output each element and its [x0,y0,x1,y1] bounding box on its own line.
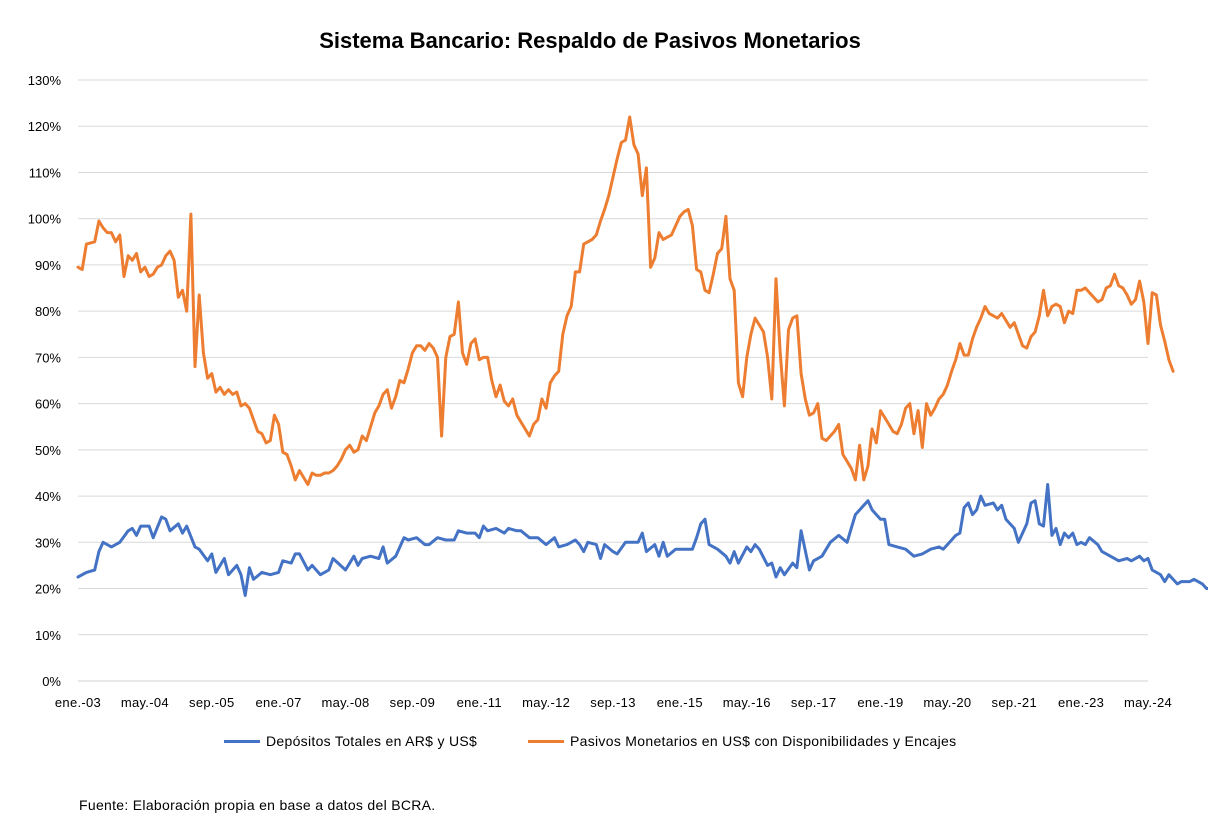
x-tick-label: ene.-15 [657,695,703,710]
legend-swatch-orange [528,739,564,743]
legend-label-depositos: Depósitos Totales en AR$ y US$ [266,733,478,749]
x-tick-label: ene.-23 [1058,695,1104,710]
source-note: Fuente: Elaboración propia en base a dat… [79,797,436,813]
series-line-pasivos [76,115,1175,486]
x-tick-label: may.-12 [522,695,570,710]
y-tick-label: 90% [35,258,61,273]
x-tick-label: sep.-21 [992,695,1037,710]
y-tick-label: 40% [35,489,61,504]
x-tick-label: may.-16 [723,695,771,710]
legend-item-pasivos: Pasivos Monetarios en US$ con Disponibil… [528,731,956,751]
series-line-depositos [76,483,1208,597]
x-tick-label: may.-08 [321,695,369,710]
x-tick-label: may.-04 [121,695,169,710]
x-tick-label: ene.-19 [857,695,903,710]
y-tick-label: 110% [29,165,62,180]
y-tick-label: 60% [35,397,61,412]
series-lines [76,115,1208,597]
x-tick-label: sep.-05 [189,695,234,710]
x-tick-label: ene.-11 [457,695,502,710]
legend-swatch-blue [224,739,260,743]
x-axis-tick-labels: ene.-03 may.-04 sep.-05 ene.-07 may.-08 sep.-… [55,695,1172,710]
y-tick-label: 20% [35,582,61,597]
y-tick-label: 30% [35,535,61,550]
legend-item-depositos: Depósitos Totales en AR$ y US$ [224,731,477,751]
x-tick-label: may.-20 [923,695,971,710]
x-tick-label: sep.-13 [590,695,635,710]
gridlines [78,79,1148,682]
y-tick-label: 130% [28,73,62,88]
x-tick-label: may.-24 [1124,695,1172,710]
legend-label-pasivos: Pasivos Monetarios en US$ con Disponibil… [570,733,957,749]
chart-title: Sistema Bancario: Respaldo de Pasivos Mo… [319,28,861,53]
y-axis-tick-labels: 0% 10% 20% 30% 40% 50% 60% 70% 80% 90% 100% 110% 120… [28,73,62,689]
x-tick-label: sep.-17 [791,695,836,710]
y-tick-label: 50% [35,443,61,458]
y-tick-label: 80% [35,304,61,319]
x-tick-label: ene.-03 [55,695,101,710]
y-tick-label: 10% [35,628,61,643]
x-tick-label: ene.-07 [256,695,302,710]
y-tick-label: 70% [35,350,61,365]
y-tick-label: 120% [28,119,62,134]
x-tick-label: sep.-09 [390,695,435,710]
y-tick-label: 100% [28,212,62,227]
y-tick-label: 0% [42,674,61,689]
